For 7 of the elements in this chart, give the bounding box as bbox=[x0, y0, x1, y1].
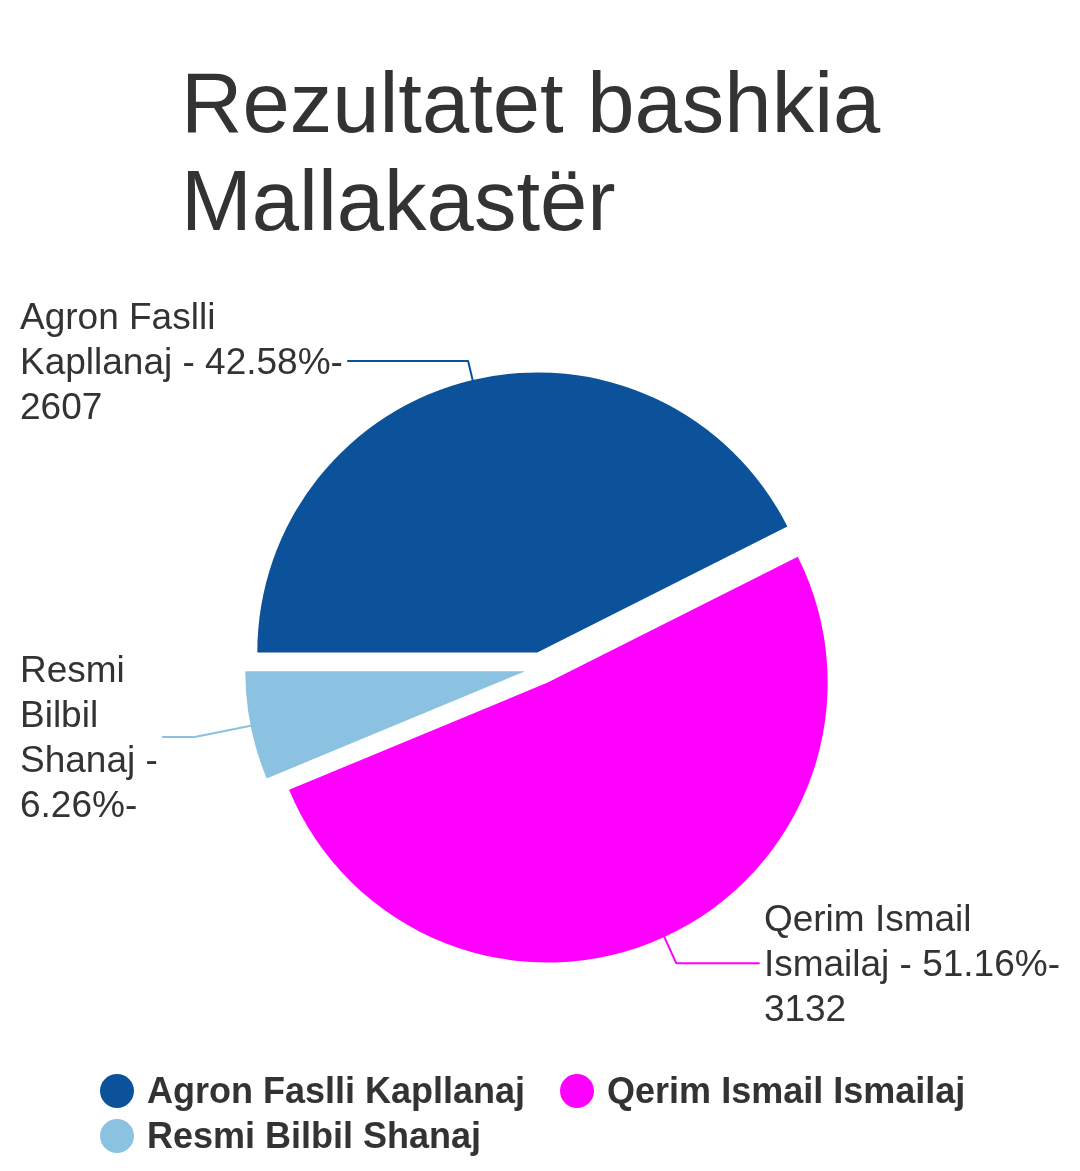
legend-label: Qerim Ismail Ismailaj bbox=[607, 1069, 966, 1112]
text: Agron Faslli Kapllanaj - 42.58%- 2607 bbox=[20, 295, 354, 427]
chart-title: Rezultatet bashkia Mallakastër bbox=[181, 54, 882, 250]
legend-label: Agron Faslli Kapllanaj bbox=[147, 1069, 526, 1112]
text: Resmi Bilbil Shanaj - 6.26%- bbox=[20, 649, 169, 826]
text: Qerim Ismail Ismailaj - 51.16%- 3132 bbox=[763, 898, 1071, 1030]
legend-label: Resmi Bilbil Shanaj bbox=[147, 1114, 482, 1157]
